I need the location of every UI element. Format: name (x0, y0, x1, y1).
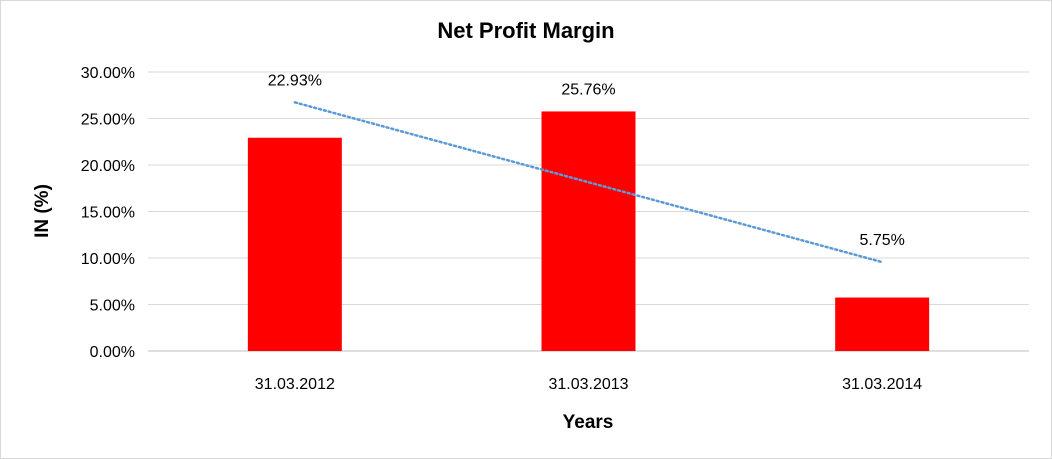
x-axis-title: Years (563, 412, 614, 433)
y-tick-label: 10.00% (81, 251, 135, 268)
data-label: 22.93% (268, 72, 322, 89)
x-tick-label: 31.03.2013 (548, 376, 628, 393)
x-tick-label: 31.03.2012 (255, 376, 335, 393)
data-label: 5.75% (859, 232, 904, 249)
chart-title: Net Profit Margin (437, 18, 614, 43)
y-tick-label: 30.00% (81, 65, 135, 82)
y-axis-title: IN (%) (32, 184, 53, 238)
bar (541, 111, 636, 351)
x-tick-label: 31.03.2014 (842, 376, 922, 393)
y-tick-label: 0.00% (90, 344, 135, 361)
bar (247, 137, 342, 351)
trendline (293, 101, 884, 264)
data-label: 25.76% (561, 81, 615, 98)
y-tick-label: 5.00% (90, 298, 135, 315)
y-tick-label: 20.00% (81, 158, 135, 175)
bar (835, 297, 930, 351)
y-tick-label: 15.00% (81, 205, 135, 222)
y-tick-label: 25.00% (81, 112, 135, 129)
